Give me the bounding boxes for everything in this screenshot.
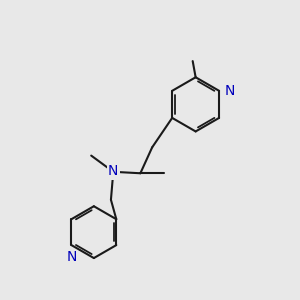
Text: N: N <box>108 164 119 178</box>
Text: N: N <box>224 84 235 98</box>
Text: N: N <box>66 250 76 264</box>
